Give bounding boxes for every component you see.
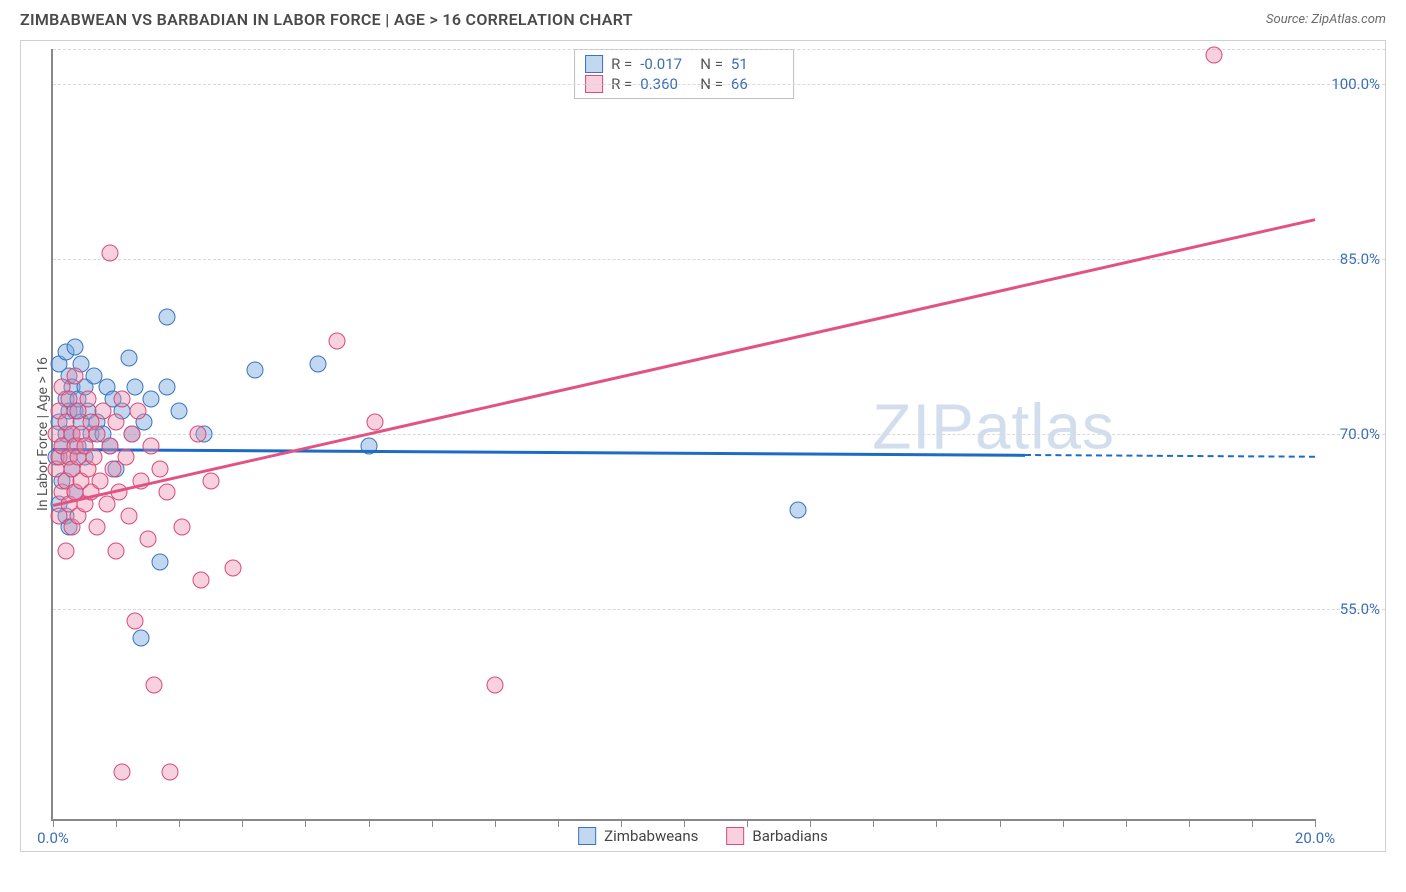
x-tick	[305, 819, 306, 827]
barbadians-point	[486, 676, 503, 693]
barbadians-point	[1206, 46, 1223, 63]
zimbabweans-point	[120, 350, 137, 367]
barbadians-point	[86, 449, 103, 466]
legend-label: Barbadians	[752, 827, 827, 845]
x-tick	[810, 819, 811, 827]
gridline	[53, 84, 1385, 85]
barbadians-swatch	[726, 827, 744, 845]
barbadians-point	[224, 560, 241, 577]
zimbabweans-trendline	[53, 448, 1025, 456]
zimbabweans-point	[158, 309, 175, 326]
barbadians-point	[366, 414, 383, 431]
x-tick	[1126, 819, 1127, 827]
chart-container: In Labor Force | Age > 16 ZIPatlas R =-0…	[20, 40, 1386, 852]
barbadians-point	[120, 507, 137, 524]
zimbabweans-point	[133, 630, 150, 647]
n-label: N =	[700, 55, 723, 73]
chart-title: ZIMBABWEAN VS BARBADIAN IN LABOR FORCE |…	[20, 10, 633, 29]
chart-source: Source: ZipAtlas.com	[1266, 12, 1386, 27]
stats-legend: R =-0.017N =51R =0.360N =66	[574, 49, 794, 99]
zimbabweans-swatch	[578, 827, 596, 845]
x-tick	[684, 819, 685, 827]
x-tick-label: 0.0%	[37, 829, 69, 847]
barbadians-point	[57, 542, 74, 559]
barbadians-trendline	[53, 218, 1316, 506]
barbadians-point	[152, 461, 169, 478]
barbadians-point	[202, 472, 219, 489]
barbadians-point	[108, 542, 125, 559]
zimbabweans-point	[310, 356, 327, 373]
barbadians-point	[158, 484, 175, 501]
barbadians-point	[139, 531, 156, 548]
barbadians-point	[114, 391, 131, 408]
barbadians-point	[130, 402, 147, 419]
barbadians-point	[328, 332, 345, 349]
x-tick	[53, 819, 54, 827]
y-tick-label: 100.0%	[1320, 75, 1380, 93]
barbadians-point	[123, 426, 140, 443]
zimbabweans-point	[246, 361, 263, 378]
x-tick	[1315, 819, 1316, 827]
x-tick	[432, 819, 433, 827]
zimbabweans-point	[789, 501, 806, 518]
barbadians-point	[127, 612, 144, 629]
plot-area: In Labor Force | Age > 16 ZIPatlas R =-0…	[51, 49, 1315, 821]
zimbabweans-point	[171, 402, 188, 419]
barbadians-point	[89, 519, 106, 536]
x-tick	[1189, 819, 1190, 827]
zimbabweans-swatch	[585, 55, 603, 73]
y-tick-label: 85.0%	[1320, 250, 1380, 268]
barbadians-point	[193, 571, 210, 588]
zimbabweans-point	[158, 379, 175, 396]
x-tick	[179, 819, 180, 827]
r-label: R =	[611, 55, 632, 73]
x-tick-label: 20.0%	[1295, 829, 1335, 847]
x-tick	[1252, 819, 1253, 827]
legend-item-barbadians: Barbadians	[726, 827, 827, 845]
zimbabweans-point	[152, 554, 169, 571]
x-tick	[116, 819, 117, 827]
legend-label: Zimbabweans	[604, 827, 698, 845]
x-tick	[369, 819, 370, 827]
x-tick	[621, 819, 622, 827]
barbadians-point	[161, 764, 178, 781]
barbadians-point	[101, 437, 118, 454]
x-tick	[242, 819, 243, 827]
barbadians-point	[190, 426, 207, 443]
r-value: -0.017	[640, 55, 692, 73]
barbadians-point	[142, 437, 159, 454]
barbadians-point	[108, 414, 125, 431]
zimbabweans-point	[67, 338, 84, 355]
barbadians-point	[174, 519, 191, 536]
n-value: 51	[731, 55, 783, 73]
y-tick-label: 70.0%	[1320, 425, 1380, 443]
x-tick	[1063, 819, 1064, 827]
gridline	[53, 434, 1385, 435]
gridline	[53, 49, 1385, 50]
legend-item-zimbabweans: Zimbabweans	[578, 827, 698, 845]
x-tick	[873, 819, 874, 827]
x-tick	[558, 819, 559, 827]
zimbabweans-trendline-dash	[1025, 454, 1315, 458]
barbadians-point	[67, 367, 84, 384]
barbadians-point	[101, 245, 118, 262]
gridline	[53, 259, 1385, 260]
gridline	[53, 609, 1385, 610]
x-tick	[747, 819, 748, 827]
barbadians-point	[114, 764, 131, 781]
x-tick	[1000, 819, 1001, 827]
stats-row-zimbabweans: R = -0.017 N = 51	[585, 54, 783, 74]
barbadians-point	[117, 449, 134, 466]
series-legend: Zimbabweans Barbadians	[578, 827, 828, 845]
barbadians-point	[79, 391, 96, 408]
barbadians-point	[145, 676, 162, 693]
x-tick	[495, 819, 496, 827]
x-tick	[936, 819, 937, 827]
y-tick-label: 55.0%	[1320, 600, 1380, 618]
